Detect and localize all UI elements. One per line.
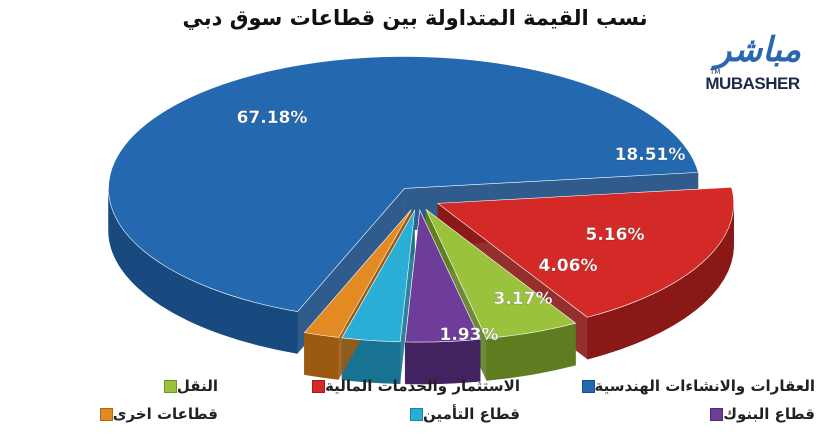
legend-label-5: قطاع التأمين [423,405,520,423]
legend-swatch-5 [410,407,424,421]
slice-6 [303,209,412,338]
legend-label-3: النقل [176,377,218,395]
legend-item-1: العقارات والانشاءات الهندسية [574,377,815,395]
legend-label-6: قطاعات اخرى [112,405,218,423]
logo-arabic-text: مباشر [714,30,802,70]
legend-label-4: قطاع البنوك [723,405,815,423]
legend-swatch-2 [312,379,326,393]
logo-latin-text: MUBASHER [705,74,800,93]
legend-item-4: قطاع البنوك [702,405,815,423]
legend-item-2: الاستثمار والخدمات المالية [304,377,520,395]
data-label-1: 67.18% [237,108,308,128]
legend-swatch-4 [710,407,724,421]
legend-item-6: قطاعات اخرى [92,405,218,423]
data-label-5: 3.17% [494,289,553,309]
logo-trademark: TM [710,68,721,76]
legend-swatch-3 [163,379,177,393]
legend-swatch-6 [99,407,113,421]
legend-item-3: النقل [156,377,218,395]
slice-1 [108,56,699,312]
legend-label-2: الاستثمار والخدمات المالية [325,377,520,395]
slice-5 [341,209,416,343]
chart-title: نسب القيمة المتداولة بين قطاعات سوق دبي [182,6,648,30]
legend-swatch-1 [581,379,595,393]
legend-item-5: قطاع التأمين [402,405,520,423]
mubasher-logo: مباشر TM MUBASHER [690,30,815,100]
slice-2 [436,186,734,318]
legend-label-1: العقارات والانشاءات الهندسية [594,377,815,395]
data-label-6: 1.93% [440,325,499,345]
slice-4 [404,208,481,343]
data-label-4: 4.06% [539,256,598,276]
slice-3 [425,209,577,339]
data-label-2: 18.51% [615,145,686,165]
data-label-3: 5.16% [586,225,645,245]
